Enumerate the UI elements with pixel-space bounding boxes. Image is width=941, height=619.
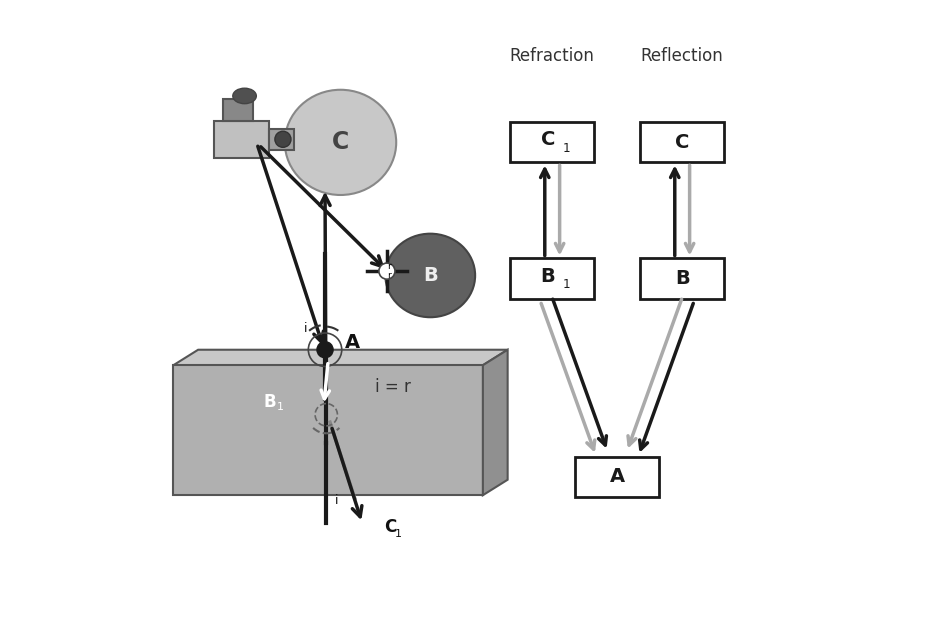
Circle shape [317, 342, 333, 358]
Text: B: B [423, 266, 438, 285]
FancyBboxPatch shape [641, 259, 724, 299]
Circle shape [275, 131, 291, 147]
Polygon shape [173, 350, 507, 365]
Text: r: r [388, 271, 391, 280]
Text: i: i [304, 321, 307, 335]
Text: B: B [263, 393, 276, 412]
Text: i = r: i = r [375, 378, 411, 396]
Text: C: C [332, 131, 349, 154]
Text: C: C [541, 131, 555, 149]
Polygon shape [173, 365, 483, 495]
Ellipse shape [285, 90, 396, 195]
FancyBboxPatch shape [510, 259, 594, 299]
FancyBboxPatch shape [510, 123, 594, 163]
Text: A: A [345, 333, 360, 352]
Text: C: C [384, 518, 396, 537]
Ellipse shape [386, 234, 475, 317]
Circle shape [379, 263, 395, 279]
Polygon shape [483, 350, 507, 495]
FancyBboxPatch shape [641, 123, 724, 163]
Text: 1: 1 [563, 278, 570, 292]
Text: C: C [675, 133, 690, 152]
Text: 1: 1 [563, 142, 570, 155]
Text: r: r [388, 262, 391, 271]
FancyBboxPatch shape [575, 457, 659, 496]
Text: B: B [675, 269, 690, 288]
Text: B: B [540, 267, 555, 285]
Text: i: i [334, 493, 338, 507]
Text: 1: 1 [394, 529, 402, 539]
Polygon shape [214, 121, 269, 158]
Polygon shape [269, 129, 295, 150]
Ellipse shape [232, 89, 256, 104]
Text: Reflection: Reflection [641, 46, 724, 65]
Text: 1: 1 [277, 402, 283, 412]
Polygon shape [223, 99, 252, 121]
Text: A: A [610, 467, 625, 486]
Text: Refraction: Refraction [510, 46, 595, 65]
